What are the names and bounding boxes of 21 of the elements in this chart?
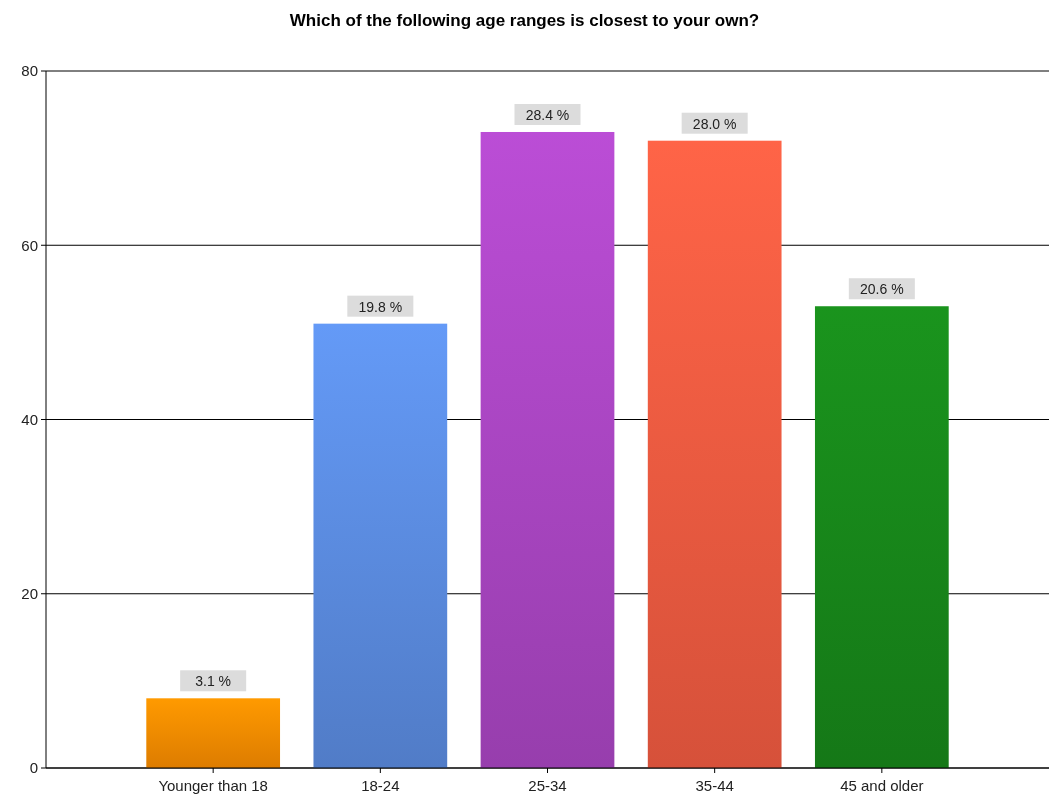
y-tick-label: 40 xyxy=(21,410,38,428)
annotation: 19.8 % xyxy=(358,298,403,315)
bar xyxy=(146,698,281,768)
annotation: 28.4 % xyxy=(525,106,570,123)
x-tick-label: 18-24 xyxy=(361,777,400,794)
annotation: 20.6 % xyxy=(860,281,904,298)
bar xyxy=(313,323,448,768)
x-tick-label: 35-44 xyxy=(695,777,734,794)
x-tick-label: 45 and older xyxy=(840,777,924,794)
y-tick-label: 0 xyxy=(29,759,38,777)
y-tick-label: 20 xyxy=(21,585,38,602)
chart-title: Which of the following age ranges is closest to your own? xyxy=(289,11,760,30)
x-tick-label: Younger than 18 xyxy=(158,777,268,794)
y-tick-label: 60 xyxy=(21,236,38,254)
bar xyxy=(480,131,615,768)
annotation: 3.1 % xyxy=(195,673,232,690)
bar xyxy=(647,140,782,768)
x-tick-label: 25-34 xyxy=(528,777,567,794)
annotation: 28.0 % xyxy=(692,115,737,132)
bar xyxy=(814,306,949,768)
y-tick-label: 80 xyxy=(21,62,38,80)
